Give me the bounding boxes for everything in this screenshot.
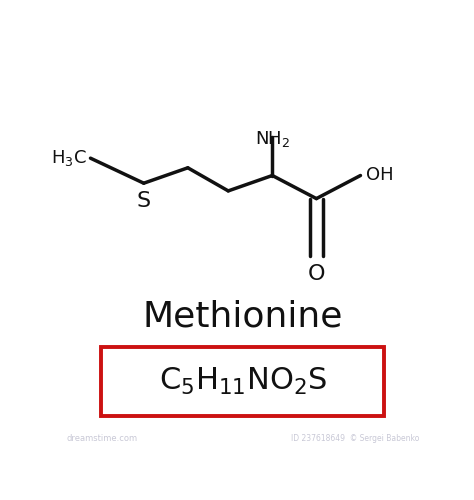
Text: C$_5$H$_{11}$NO$_2$S: C$_5$H$_{11}$NO$_2$S [159,366,327,397]
Text: S: S [137,191,151,211]
Text: O: O [308,264,325,284]
Text: Methionine: Methionine [143,299,343,333]
Bar [101,347,384,416]
Text: ID 237618649  © Sergei Babenko: ID 237618649 © Sergei Babenko [291,434,419,443]
Text: OH: OH [366,166,393,184]
Text: dreamstime.com: dreamstime.com [66,434,138,443]
Text: NH$_2$: NH$_2$ [255,130,290,150]
Text: H$_3$C: H$_3$C [51,148,87,168]
